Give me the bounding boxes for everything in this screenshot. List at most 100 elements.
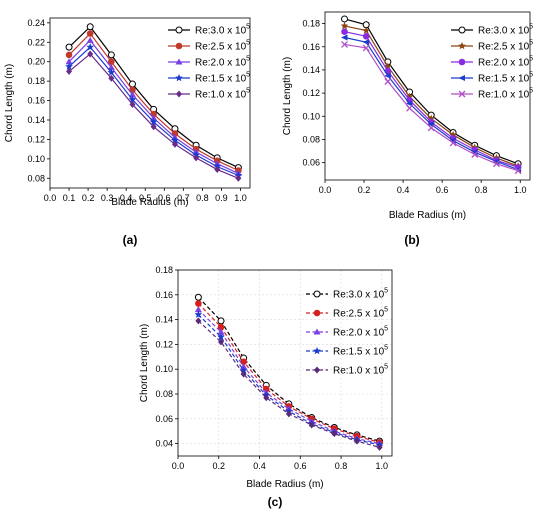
legend-label: Re:2.5 x 105 <box>333 307 388 320</box>
y-tick-label: 0.24 <box>27 18 45 28</box>
data-point <box>514 167 522 175</box>
legend-marker <box>175 26 183 34</box>
x-tick-label: 0.0 <box>172 461 185 471</box>
legend-exponent: 5 <box>246 24 250 31</box>
legend-marker <box>313 347 321 355</box>
y-tick-label: 0.12 <box>155 339 173 349</box>
y-tick-label: 0.18 <box>27 76 45 86</box>
y-tick-label: 0.18 <box>302 19 320 29</box>
x-tick-label: 0.2 <box>358 185 371 195</box>
data-point <box>193 154 200 162</box>
data-point <box>471 151 479 158</box>
legend-marker <box>175 74 183 82</box>
x-tick-label: 1.0 <box>514 185 527 195</box>
data-point <box>376 443 383 451</box>
data-point <box>108 74 115 82</box>
y-tick-label: 0.08 <box>302 134 320 144</box>
legend-marker <box>313 290 321 298</box>
x-tick-label: 0.8 <box>335 461 348 471</box>
legend: Re:3.0 x 105 Re:2.5 x 105 Re:2.0 x 105 Re:1… <box>306 288 388 377</box>
data-point <box>384 72 391 79</box>
data-point <box>195 317 202 325</box>
y-tick-label: 0.12 <box>302 88 320 98</box>
legend-marker <box>313 328 321 335</box>
legend-exponent: 5 <box>384 307 388 314</box>
legend-marker <box>313 309 321 317</box>
data-point <box>341 28 348 35</box>
data-point <box>240 370 247 378</box>
legend-marker <box>458 42 466 50</box>
data-point <box>341 15 349 23</box>
data-point <box>65 43 73 51</box>
y-tick-label: 0.18 <box>155 265 173 275</box>
data-point <box>308 421 315 429</box>
data-point <box>128 91 136 98</box>
legend-exponent: 5 <box>529 40 533 47</box>
data-point <box>449 139 457 147</box>
data-point <box>149 117 158 126</box>
data-point <box>150 123 157 131</box>
y-tick-label: 0.04 <box>155 439 173 449</box>
chart-panel-a: 0.0 0.1 0.2 0.3 0.4 0.5 0.6 0.7 0.8 0.9 1.0 0.08 0.1… <box>4 17 251 247</box>
x-tick-label: 1.0 <box>234 193 247 203</box>
y-tick-label: 0.08 <box>155 389 173 399</box>
data-point <box>171 136 179 144</box>
legend-marker <box>176 90 182 98</box>
data-point <box>194 293 202 301</box>
data-point <box>341 40 348 48</box>
data-point <box>263 394 270 402</box>
y-tick-label: 0.16 <box>27 96 45 106</box>
data-point <box>340 21 349 30</box>
x-tick-label: 0.6 <box>158 193 171 203</box>
y-tick-label: 0.14 <box>302 65 320 75</box>
legend-label: Re:3.0 x 105 <box>333 288 388 301</box>
data-point <box>107 68 116 76</box>
x-tick-label: 0.8 <box>475 185 488 195</box>
data-point <box>86 43 94 51</box>
y-tick-label: 0.14 <box>27 115 45 125</box>
data-point <box>65 51 73 59</box>
data-point <box>107 51 115 59</box>
legend-exponent: 5 <box>529 56 533 63</box>
data-point <box>217 332 225 341</box>
y-tick-label: 0.22 <box>27 37 45 47</box>
y-axis-label: Chord Length (m) <box>282 57 293 135</box>
x-tick-label: 0.0 <box>44 193 57 203</box>
data-point <box>108 58 115 66</box>
y-tick-label: 0.08 <box>27 173 45 183</box>
legend-label: Re:2.0 x 105 <box>195 56 250 69</box>
legend: Re:3.0 x 105 Re:2.5 x 105 Re:2.0 x 105 Re:1… <box>451 24 533 101</box>
data-point <box>171 140 178 148</box>
y-tick-label: 0.10 <box>302 111 320 121</box>
x-tick-label: 0.0 <box>319 185 332 195</box>
legend-label: Re:1.5 x 105 <box>195 72 250 85</box>
plot-frame <box>324 11 531 181</box>
data-point <box>285 410 292 418</box>
x-tick-label: 0.4 <box>120 193 133 203</box>
legend-label: Re:1.5 x 105 <box>478 72 533 85</box>
data-point <box>195 300 202 307</box>
plot-frame <box>177 269 393 457</box>
legend-marker <box>458 58 466 66</box>
data-point <box>235 174 242 182</box>
series-5 <box>66 50 242 182</box>
y-tick-label: 0.12 <box>27 134 45 144</box>
data-point <box>362 39 370 46</box>
y-tick-label: 0.06 <box>302 158 320 168</box>
legend-exponent: 5 <box>246 56 250 63</box>
x-axis-label: Blade Radius (m) <box>246 479 323 490</box>
data-point <box>406 100 413 107</box>
data-point <box>362 26 370 34</box>
legend: Re:3.0 x 105 Re:2.5 x 105 Re:2.0 x 105 Re:1… <box>168 24 250 101</box>
chart-panel-b: 0.0 0.2 0.4 0.6 0.8 1.0 0.06 0.08 0.10 0.12 0.14 0.… <box>282 11 533 247</box>
legend-marker <box>314 366 320 374</box>
panel-label: (b) <box>404 233 419 247</box>
x-tick-label: 0.2 <box>82 193 95 203</box>
panel-label: (a) <box>123 233 138 247</box>
data-point <box>194 306 202 313</box>
x-tick-label: 0.5 <box>139 193 152 203</box>
data-point <box>87 50 94 58</box>
legend-exponent: 5 <box>384 364 388 371</box>
x-tick-label: 0.8 <box>196 193 209 203</box>
data-point <box>214 166 221 174</box>
